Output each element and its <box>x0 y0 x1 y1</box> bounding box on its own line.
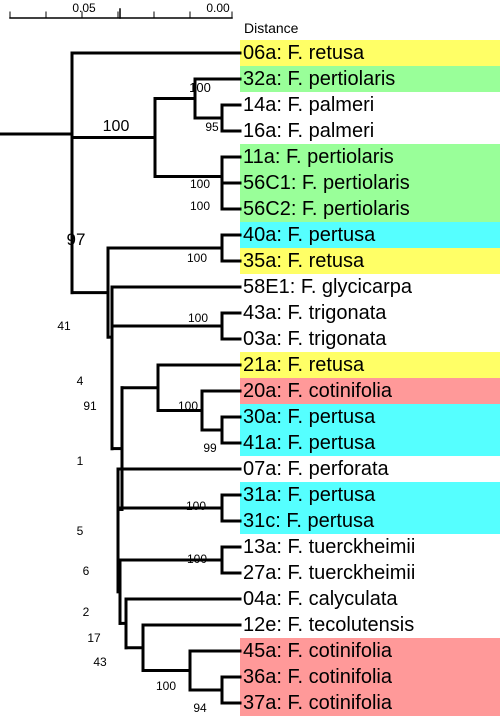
bootstrap-value: 99 <box>203 441 217 455</box>
bootstrap-value: 100 <box>156 679 176 693</box>
taxon-highlight <box>240 352 500 378</box>
taxon-label: 30a: F. pertusa <box>243 406 376 428</box>
taxon-highlight <box>240 430 500 456</box>
taxon-label: 32a: F. pertiolaris <box>243 68 396 90</box>
taxon-label: 43a: F. trigonata <box>243 302 387 324</box>
bootstrap-value: 100 <box>190 199 210 213</box>
taxon-highlight <box>240 378 500 404</box>
scale-tick-label: 0.00 <box>206 1 230 15</box>
taxon-highlight <box>240 664 500 690</box>
taxon-highlight <box>240 170 500 196</box>
bootstrap-value: 4 <box>77 374 84 388</box>
taxon-label: 45a: F. cotinifolia <box>243 640 392 662</box>
taxon-label: 13a: F. tuerckheimii <box>243 536 416 558</box>
taxon-label: 07a: F. perforata <box>243 458 389 480</box>
bootstrap-value: 100 <box>187 552 207 566</box>
bootstrap-value: 97 <box>67 230 86 249</box>
bootstrap-value: 100 <box>186 499 206 513</box>
taxon-label: 36a: F. cotinifolia <box>243 666 392 688</box>
taxon-label: 40a: F. pertusa <box>243 224 376 246</box>
taxon-highlight <box>240 66 500 92</box>
bootstrap-value: 91 <box>83 399 97 413</box>
bootstrap-value: 5 <box>77 524 84 538</box>
taxon-label: 37a: F. cotinifolia <box>243 692 392 714</box>
taxon-label: 56C1: F. pertiolaris <box>243 172 410 194</box>
taxon-highlight <box>240 248 500 274</box>
bootstrap-value: 100 <box>189 80 211 95</box>
bootstrap-value: 100 <box>103 118 130 135</box>
taxon-highlight <box>240 690 500 716</box>
bootstrap-value: 41 <box>57 319 71 333</box>
bootstrap-value: 43 <box>93 655 107 669</box>
taxon-label: 56C2: F. pertiolaris <box>243 198 410 220</box>
taxon-label: 31c: F. pertusa <box>243 510 375 532</box>
taxon-label: 11a: F. pertiolaris <box>243 146 394 168</box>
taxon-label: 20a: F. cotinifolia <box>243 380 392 402</box>
taxon-highlight <box>240 508 500 534</box>
taxon-highlight <box>240 196 500 222</box>
taxon-label: 14a: F. palmeri <box>243 94 375 116</box>
taxon-label: 12e: F. tecolutensis <box>243 614 415 636</box>
taxon-label: 31a: F. pertusa <box>243 484 376 506</box>
bootstrap-value: 100 <box>190 177 210 191</box>
bootstrap-value: 17 <box>87 631 101 645</box>
taxon-label: 03a: F. trigonata <box>243 328 387 350</box>
bootstrap-value: 6 <box>83 564 90 578</box>
taxon-label: 04a: F. calyculata <box>243 588 398 610</box>
bootstrap-value: 2 <box>83 605 90 619</box>
scale-tick-label: 0.05 <box>72 1 96 15</box>
taxon-highlight <box>240 404 500 430</box>
scale-title: Distance <box>244 20 299 36</box>
taxon-label: 41a: F. pertusa <box>243 432 376 454</box>
taxon-label: 35a: F. retusa <box>243 250 365 272</box>
taxon-label: 21a: F. retusa <box>243 354 365 376</box>
taxon-highlight <box>240 40 500 66</box>
bootstrap-value: 94 <box>193 701 207 715</box>
bootstrap-value: 100 <box>187 251 207 265</box>
bootstrap-value: 1 <box>77 454 84 468</box>
taxon-label: 27a: F. tuerckheimii <box>243 562 416 584</box>
taxon-label: 06a: F. retusa <box>243 42 365 64</box>
taxon-highlight <box>240 144 500 170</box>
taxon-highlight <box>240 222 500 248</box>
bootstrap-value: 95 <box>205 120 219 134</box>
taxon-highlight <box>240 638 500 664</box>
taxon-label: 16a: F. palmeri <box>243 120 375 142</box>
taxon-highlight <box>240 482 500 508</box>
bootstrap-value: 100 <box>188 311 208 325</box>
taxon-label: 58E1: F. glycicarpa <box>243 276 412 298</box>
bootstrap-value: 100 <box>178 399 198 413</box>
